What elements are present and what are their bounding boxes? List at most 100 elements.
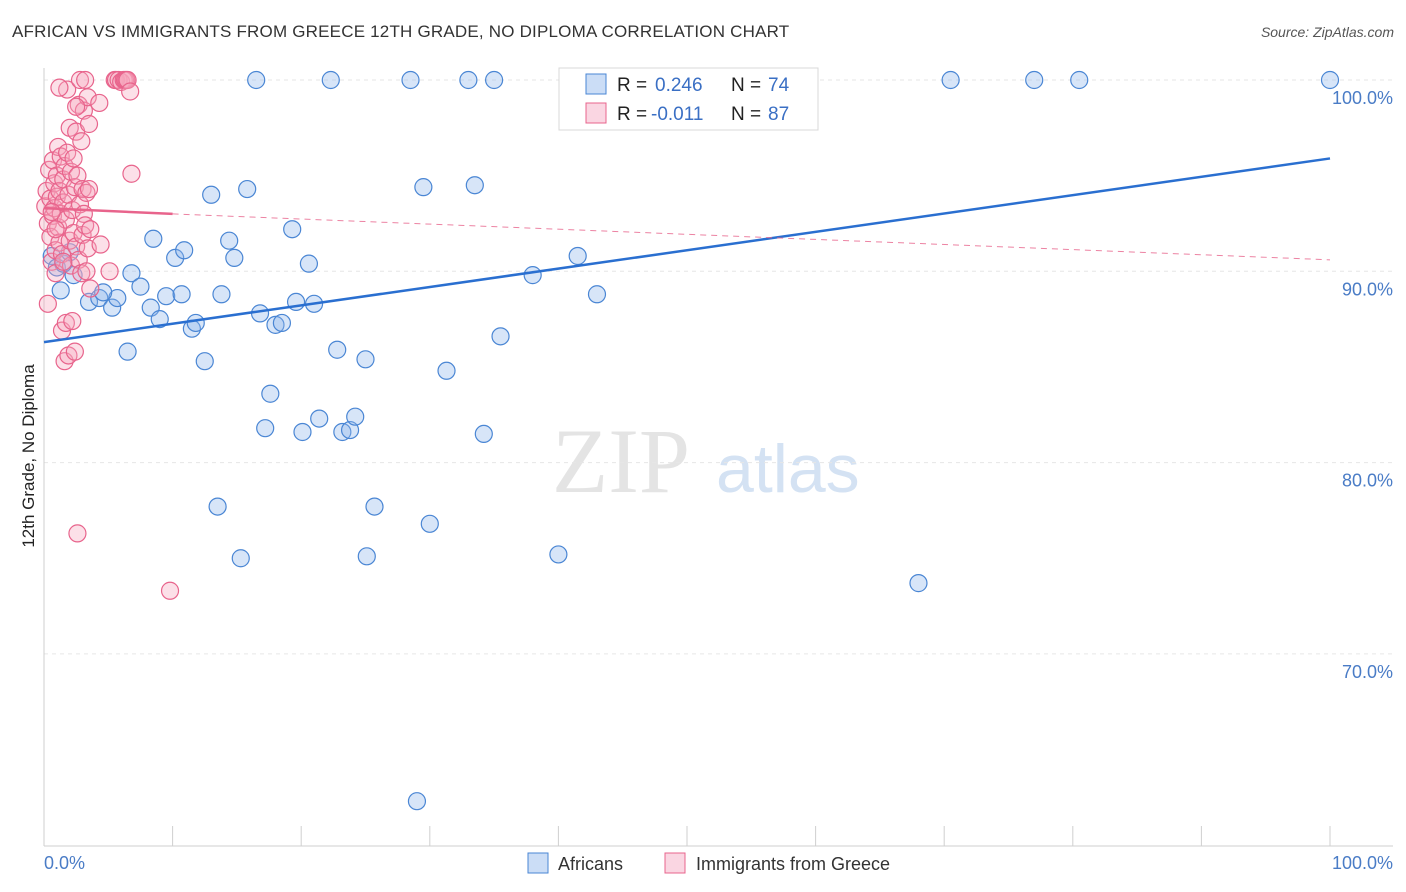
africans-point-43 bbox=[346, 407, 365, 426]
africans-point-47 bbox=[401, 70, 420, 90]
africans-point-18 bbox=[186, 313, 205, 333]
greece-point-80 bbox=[122, 164, 141, 183]
africans-point-67 bbox=[1320, 70, 1340, 90]
africans-point-33 bbox=[283, 220, 302, 239]
africans-point-56 bbox=[491, 327, 510, 346]
greece-point-66 bbox=[81, 220, 100, 239]
africans-point-29 bbox=[256, 419, 275, 438]
africans-point-7 bbox=[118, 342, 137, 361]
y-tick-label-90: 90.0% bbox=[1342, 279, 1393, 299]
greece-point-3 bbox=[38, 294, 57, 313]
africans-point-26 bbox=[238, 179, 257, 199]
greece-point-51 bbox=[70, 70, 90, 90]
greece-point-83 bbox=[67, 97, 86, 116]
africans-point-49 bbox=[414, 178, 433, 197]
africans-point-22 bbox=[212, 285, 231, 304]
chart-title: AFRICAN VS IMMIGRANTS FROM GREECE 12TH G… bbox=[12, 22, 790, 41]
trend-line-greece-extended bbox=[172, 213, 1331, 261]
africans-point-38 bbox=[310, 409, 329, 428]
africans-point-28 bbox=[250, 304, 270, 323]
greece-point-65 bbox=[79, 179, 99, 199]
greece-point-46 bbox=[68, 166, 87, 185]
africans-point-46 bbox=[365, 497, 384, 516]
stats-legend-box bbox=[558, 67, 819, 131]
greece-point-45 bbox=[67, 237, 86, 256]
africans-point-35 bbox=[293, 422, 312, 442]
africans-point-16 bbox=[175, 241, 194, 260]
trend-line-africans bbox=[43, 157, 1331, 344]
africans-point-54 bbox=[474, 424, 493, 444]
legend-n-label-2: N = bbox=[731, 104, 761, 125]
africans-point-39 bbox=[321, 70, 340, 90]
africans-point-23 bbox=[220, 231, 239, 250]
legend-swatch-africans bbox=[585, 73, 607, 95]
legend-n-value-2: 87 bbox=[768, 104, 789, 125]
trend-lines bbox=[43, 157, 1331, 344]
series-immigrants-greece bbox=[36, 70, 180, 600]
africans-point-24 bbox=[225, 248, 244, 268]
bottom-legend-greece: Immigrants from Greece bbox=[696, 854, 890, 874]
africans-point-21 bbox=[208, 497, 227, 516]
africans-point-40 bbox=[328, 340, 347, 359]
x-tick-label-min: 0.0% bbox=[44, 853, 85, 873]
africans-point-60 bbox=[587, 285, 607, 304]
trend-line-greece bbox=[43, 206, 173, 216]
africans-point-52 bbox=[459, 70, 478, 90]
greece-point-84 bbox=[46, 220, 65, 239]
y-tick-label-100: 100.0% bbox=[1332, 88, 1393, 108]
series-legend: Africans Immigrants from Greece bbox=[527, 852, 890, 874]
greece-point-78 bbox=[118, 70, 137, 90]
greece-point-82 bbox=[50, 78, 69, 97]
africans-point-59 bbox=[568, 246, 587, 266]
africans-point-57 bbox=[523, 266, 542, 285]
legend-r-value-2: -0.011 bbox=[651, 104, 703, 125]
greece-point-69 bbox=[91, 235, 110, 254]
bottom-legend-swatch-africans bbox=[527, 852, 549, 874]
x-tick-label-max: 100.0% bbox=[1332, 853, 1393, 873]
africans-point-15 bbox=[172, 285, 191, 304]
africans-point-20 bbox=[202, 185, 221, 204]
greece-point-86 bbox=[42, 202, 61, 222]
africans-point-12 bbox=[150, 310, 169, 329]
greece-point-39 bbox=[63, 311, 82, 331]
legend-n-label-1: N = bbox=[731, 75, 761, 96]
greece-point-85 bbox=[54, 252, 73, 271]
africans-point-8 bbox=[122, 264, 141, 283]
africans-point-51 bbox=[437, 361, 456, 380]
africans-point-55 bbox=[485, 70, 504, 90]
watermark-atlas: atlas bbox=[716, 431, 860, 507]
africans-point-4 bbox=[79, 292, 99, 312]
gridlines bbox=[44, 79, 1393, 655]
africans-point-44 bbox=[356, 350, 375, 369]
africans-point-36 bbox=[299, 254, 319, 273]
source-label: Source: ZipAtlas.com bbox=[1260, 24, 1394, 40]
greece-point-43 bbox=[65, 342, 84, 361]
stats-legend: R = 0.246 N = 74 R = -0.011 N = 87 bbox=[558, 67, 819, 131]
bottom-legend-africans: Africans bbox=[558, 854, 623, 874]
africans-point-66 bbox=[1070, 70, 1089, 90]
africans-point-27 bbox=[247, 70, 266, 90]
legend-r-label-1: R = bbox=[617, 75, 647, 96]
greece-point-29 bbox=[56, 313, 75, 333]
africans-point-19 bbox=[195, 352, 214, 371]
greece-point-67 bbox=[81, 279, 100, 298]
africans-point-1 bbox=[51, 281, 70, 300]
africans-point-58 bbox=[549, 545, 568, 564]
y-axis-tick-labels: 70.0% 80.0% 90.0% 100.0% bbox=[1332, 88, 1393, 682]
x-axis-ticks bbox=[43, 826, 1331, 846]
legend-r-label-2: R = bbox=[617, 104, 647, 125]
y-tick-label-80: 80.0% bbox=[1342, 471, 1393, 491]
greece-point-79 bbox=[121, 82, 140, 101]
africans-point-45 bbox=[357, 547, 376, 566]
series-africans bbox=[42, 70, 1340, 811]
greece-point-61 bbox=[77, 262, 96, 281]
africans-point-65 bbox=[1025, 70, 1044, 90]
greece-point-40 bbox=[64, 149, 83, 168]
africans-point-32 bbox=[272, 313, 292, 333]
africans-point-30 bbox=[261, 384, 280, 403]
greece-point-70 bbox=[100, 262, 119, 281]
africans-point-31 bbox=[266, 315, 285, 334]
africans-point-11 bbox=[144, 229, 163, 248]
africans-point-50 bbox=[420, 514, 439, 533]
